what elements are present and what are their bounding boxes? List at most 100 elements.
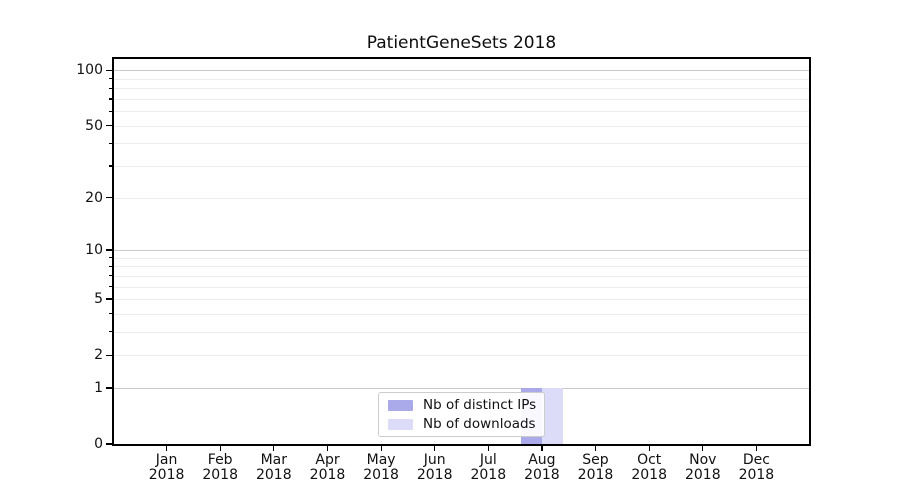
x-tick-month: Jan	[155, 452, 178, 468]
y-tick-label-20: 20	[85, 189, 103, 206]
x-tick-month: Nov	[689, 452, 717, 468]
x-tick-year: 2018	[470, 467, 507, 483]
x-tick-month: Sep	[582, 452, 609, 468]
gridline-y-5	[113, 299, 810, 300]
gridline-y-30	[113, 166, 810, 167]
gridline-y-8	[113, 266, 810, 268]
x-tick-aug	[541, 446, 543, 451]
y-minor-tick-40	[109, 142, 112, 145]
gridline-y-70	[113, 98, 810, 100]
y-tick-100	[106, 69, 112, 72]
y-tick-label-1: 1	[94, 379, 103, 396]
x-tick-sep	[594, 446, 597, 451]
y-tick-10	[106, 249, 112, 251]
x-tick-oct	[648, 446, 650, 451]
y-tick-label-2: 2	[94, 347, 103, 364]
gridline-y-7	[113, 275, 810, 277]
x-tick-month: Mar	[260, 452, 287, 468]
x-tick-month: Aug	[528, 452, 556, 468]
x-tick-label-may: May 2018	[349, 453, 413, 483]
y-tick-0	[106, 443, 112, 445]
x-tick-year: 2018	[684, 467, 721, 483]
y-tick-label-5: 5	[94, 291, 103, 307]
y-tick-label-0: 0	[94, 436, 103, 452]
x-tick-year: 2018	[524, 467, 560, 483]
y-minor-tick-60	[109, 110, 112, 112]
legend-swatch-distinct-ips	[388, 399, 413, 411]
plot-area: Nb of distinct IPs Nb of downloads	[113, 58, 810, 444]
gridline-y-3	[113, 331, 810, 333]
y-tick-20	[106, 196, 112, 199]
gridline-y-100	[113, 70, 810, 72]
x-tick-label-aug: Aug 2018	[510, 453, 574, 483]
gridline-y-40	[113, 143, 810, 145]
x-tick-year: 2018	[416, 467, 453, 483]
y-tick-2	[106, 354, 112, 356]
legend-item-distinct-ips: Nb of distinct IPs	[388, 397, 537, 413]
x-tick-month: Jul	[479, 452, 497, 468]
y-minor-tick-8	[109, 265, 112, 267]
x-tick-jan	[166, 446, 168, 451]
gridline-y-1	[113, 387, 810, 389]
gridline-y-80	[113, 88, 810, 90]
x-axis-line	[112, 444, 811, 446]
gridline-y-50	[113, 125, 810, 127]
spine-top	[112, 57, 811, 59]
x-tick-year: 2018	[309, 467, 346, 483]
x-tick-dec	[755, 446, 758, 451]
y-tick-label-100: 100	[76, 62, 103, 79]
legend-swatch-downloads	[388, 418, 413, 430]
y-minor-tick-7	[109, 275, 112, 277]
gridline-y-6	[113, 286, 810, 288]
y-axis-line	[112, 57, 114, 446]
x-tick-year: 2018	[738, 467, 775, 483]
x-tick-label-jan: Jan 2018	[135, 453, 199, 483]
legend: Nb of distinct IPs Nb of downloads	[378, 392, 545, 437]
x-tick-label-oct: Oct 2018	[617, 453, 681, 483]
x-tick-year: 2018	[148, 467, 185, 483]
x-tick-month: Jun	[423, 452, 446, 468]
x-tick-year: 2018	[631, 467, 667, 483]
y-tick-label-50: 50	[85, 117, 103, 134]
x-tick-jun	[434, 446, 436, 451]
x-tick-apr	[326, 446, 329, 451]
x-tick-year: 2018	[577, 467, 614, 483]
legend-label-distinct-ips: Nb of distinct IPs	[423, 397, 537, 413]
legend-label-downloads: Nb of downloads	[423, 416, 536, 432]
y-tick-label-10: 10	[85, 241, 103, 258]
gridline-y-9	[113, 257, 810, 259]
x-tick-label-jun: Jun 2018	[403, 453, 467, 483]
x-tick-month: Apr	[315, 452, 340, 468]
x-tick-label-jul: Jul 2018	[456, 453, 520, 483]
y-minor-tick-90	[109, 78, 112, 80]
y-tick-1	[106, 387, 112, 389]
y-minor-tick-70	[109, 98, 112, 100]
x-tick-month: Dec	[742, 452, 770, 468]
x-tick-year: 2018	[202, 467, 238, 483]
y-tick-5	[106, 298, 112, 300]
x-tick-label-sep: Sep 2018	[564, 453, 628, 483]
y-minor-tick-3	[109, 331, 112, 333]
chart-title: PatientGeneSets 2018	[366, 33, 557, 53]
x-tick-month: Oct	[637, 452, 662, 468]
y-minor-tick-9	[109, 257, 112, 259]
x-tick-label-dec: Dec 2018	[724, 453, 788, 483]
x-tick-label-mar: Mar 2018	[242, 453, 306, 483]
gridline-y-2	[113, 355, 810, 357]
x-tick-label-apr: Apr 2018	[296, 453, 360, 483]
y-minor-tick-30	[109, 165, 112, 167]
gridline-y-90	[113, 78, 810, 80]
bar-downloads-aug	[541, 387, 563, 444]
x-tick-mar	[273, 446, 275, 451]
x-tick-month: May	[366, 452, 396, 468]
x-tick-label-nov: Nov 2018	[671, 453, 735, 483]
x-tick-feb	[219, 446, 221, 451]
y-minor-tick-80	[109, 87, 112, 89]
gridline-y-20	[113, 197, 810, 199]
x-tick-year: 2018	[255, 467, 292, 483]
x-tick-month: Feb	[207, 452, 233, 468]
x-tick-may	[380, 446, 382, 451]
y-minor-tick-4	[109, 313, 112, 315]
x-tick-jul	[487, 446, 489, 451]
gridline-y-4	[113, 313, 810, 315]
